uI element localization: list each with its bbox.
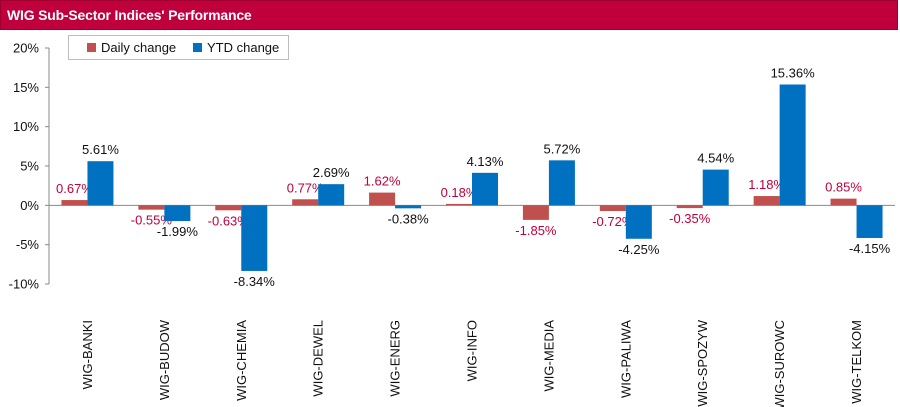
legend-swatch-daily (87, 43, 96, 52)
bar-ytd-change (87, 161, 114, 206)
data-label-ytd-change: 5.72% (543, 141, 580, 156)
bar-ytd-change (241, 205, 268, 271)
x-category-label: WIG-MEDIA (541, 320, 556, 392)
y-tick-label: 20% (13, 41, 39, 56)
data-label-daily-change: 1.18% (748, 177, 785, 192)
x-category-label: WIG-BANKI (80, 320, 95, 389)
data-label-ytd-change: 4.54% (697, 151, 734, 166)
x-category-label: WIG-BUDOW (157, 319, 172, 400)
x-category-label: WIG-TELKOM (849, 320, 864, 404)
data-label-daily-change: 0.18% (441, 185, 478, 200)
y-tick-label: -5% (16, 237, 40, 252)
data-label-daily-change: 0.67% (56, 181, 93, 196)
data-label-ytd-change: -8.34% (234, 274, 276, 289)
data-label-daily-change: -1.85% (515, 223, 557, 238)
y-tick-label: 5% (20, 159, 39, 174)
bar-daily-change (446, 203, 472, 206)
data-label-ytd-change: -0.38% (387, 211, 429, 226)
bar-ytd-change (548, 160, 575, 206)
data-label-daily-change: -0.72% (592, 214, 634, 229)
legend-swatch-ytd (193, 43, 202, 52)
bar-ytd-change (702, 169, 729, 206)
bar-ytd-change (318, 184, 345, 206)
bar-daily-change (61, 200, 88, 206)
bar-daily-change (599, 205, 626, 211)
x-category-label: WIG-ENERG (388, 320, 403, 397)
data-label-daily-change: -0.55% (131, 213, 173, 228)
bar-daily-change (138, 205, 165, 210)
bar-ytd-change (395, 205, 422, 209)
bar-daily-change (676, 205, 703, 209)
legend-item-daily: Daily change (87, 40, 176, 55)
y-tick-label: 15% (13, 80, 39, 95)
data-label-daily-change: -0.63% (208, 213, 250, 228)
data-label-daily-change: -0.35% (669, 211, 711, 226)
data-label-ytd-change: -4.15% (849, 241, 891, 256)
chart-area: -10% -5% 0% 5% 10% 15% 20% 0.67% 5.61% WIG-BANKI -… (9, 41, 895, 407)
legend-label-ytd: YTD change (207, 40, 280, 55)
x-category-label: WIG-INFO (465, 320, 480, 381)
chart-title: WIG Sub-Sector Indices' Performance (7, 7, 252, 23)
y-tick-label: 0% (20, 198, 39, 213)
data-label-ytd-change: -1.99% (157, 224, 199, 239)
bar-daily-change (215, 205, 242, 211)
data-label-ytd-change: 5.61% (82, 142, 119, 157)
data-label-daily-change: 0.85% (825, 180, 862, 195)
x-category-label: WIG-DEWEL (311, 320, 326, 397)
bar-ytd-change (625, 205, 652, 239)
bar-ytd-change (164, 205, 191, 221)
data-label-ytd-change: 2.69% (313, 165, 350, 180)
bar-daily-change (753, 196, 780, 206)
legend-label-daily: Daily change (101, 40, 177, 55)
x-category-label: WIG-SPOZYW (695, 319, 710, 406)
y-tick-label: -10% (9, 277, 40, 292)
data-label-ytd-change: 15.36% (771, 66, 816, 81)
chart-title-bar: WIG Sub-Sector Indices' Performance (0, 0, 898, 30)
y-tick-label: 10% (13, 119, 39, 134)
bar-ytd-change (856, 205, 883, 238)
bar-daily-change (522, 205, 549, 220)
legend-item-ytd: YTD change (193, 40, 279, 55)
x-category-label: WIG-PALIWA (618, 320, 633, 398)
data-label-ytd-change: -4.25% (618, 242, 660, 257)
bar-daily-change (369, 192, 396, 206)
bar-ytd-change (779, 84, 806, 206)
x-category-label: WIG-CHEMIA (234, 320, 249, 401)
bar-daily-change (292, 199, 319, 206)
bar-daily-change (830, 198, 857, 206)
data-label-daily-change: 0.77% (287, 180, 324, 195)
data-label-ytd-change: 4.13% (467, 154, 504, 169)
data-label-daily-change: 1.62% (364, 174, 401, 189)
bar-ytd-change (472, 172, 498, 206)
x-category-label: WIG-SUROWC (772, 320, 787, 407)
chart-legend: Daily change YTD change (68, 35, 289, 60)
